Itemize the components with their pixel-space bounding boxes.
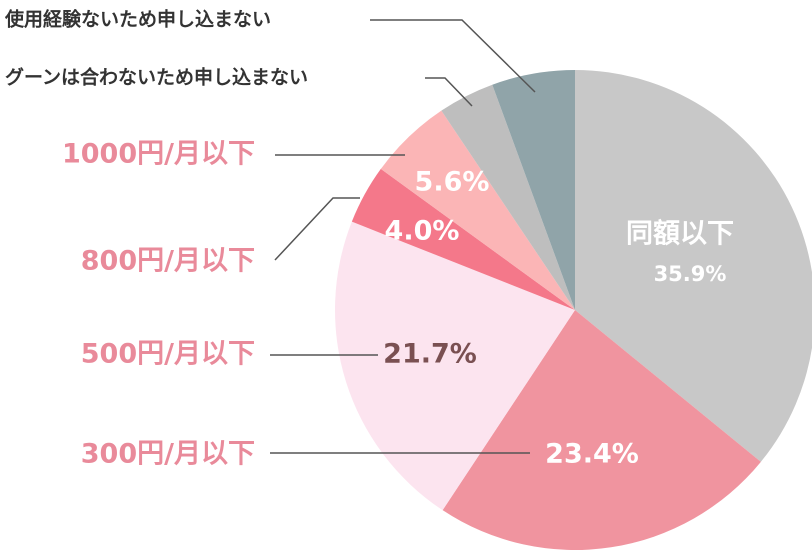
category-label: グーンは合わないため申し込まない (5, 66, 308, 89)
leader-line (274, 197, 360, 261)
pie-slice (442, 310, 761, 550)
category-label: 500円/月以下 (81, 339, 255, 370)
value-label: 21.7% (383, 339, 477, 370)
pie-slice (335, 221, 575, 511)
category-label: 1000円/月以下 (62, 139, 255, 170)
category-label: 800円/月以下 (81, 246, 255, 277)
pie-slice (351, 168, 575, 310)
category-label: 使用経験ないため申し込まない (4, 8, 271, 31)
value-label: 35.9% (654, 262, 727, 286)
category-label: 300円/月以下 (81, 439, 255, 470)
pie-slice (380, 110, 575, 310)
leader-line (425, 77, 473, 107)
value-label: 5.6% (415, 167, 490, 198)
value-label: 23.4% (545, 439, 639, 470)
value-label: 4.0% (385, 216, 460, 247)
pie-slice (441, 84, 575, 310)
slice-label: 同額以下 (626, 219, 734, 250)
pie-slice (575, 70, 812, 462)
pie-slice (492, 70, 575, 310)
leader-line (370, 19, 536, 93)
